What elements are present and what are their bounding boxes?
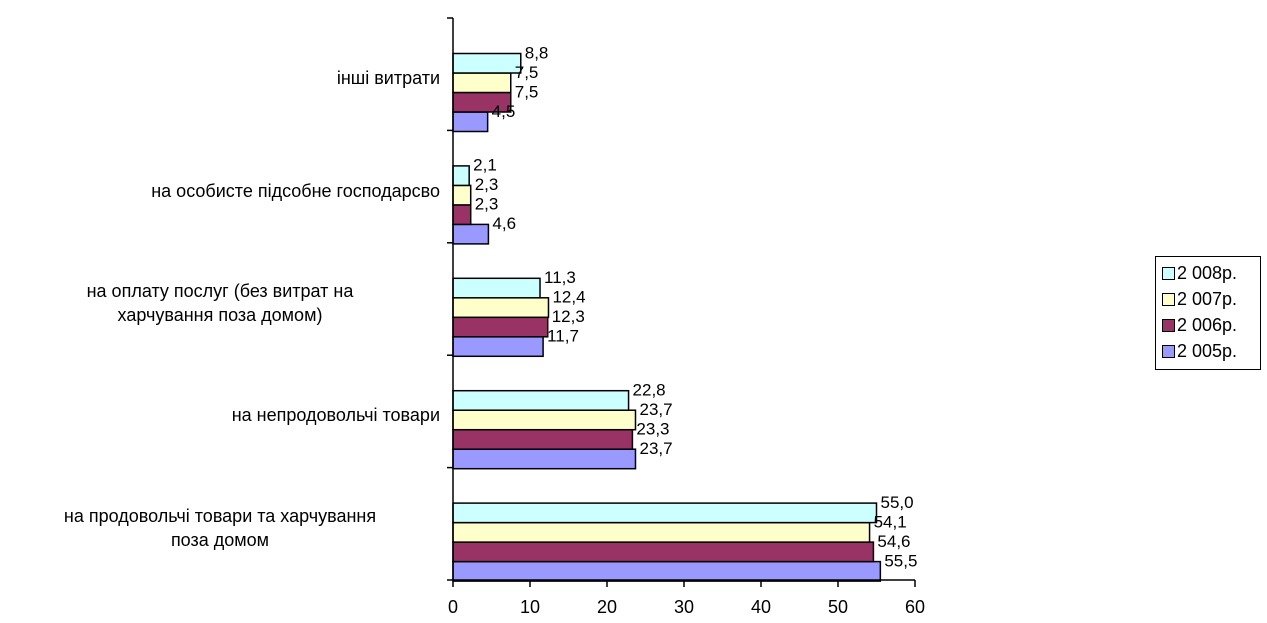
x-tick-label: 60 <box>905 597 925 617</box>
value-label: 55,0 <box>881 493 914 512</box>
x-tick-label: 40 <box>751 597 771 617</box>
bar-2 006р.-cat-3 <box>452 204 472 226</box>
bar-2 007р.-cat-2 <box>452 297 550 319</box>
legend: 2 008р. 2 007р. 2 006р. 2 005р. <box>1155 256 1261 370</box>
bar-2 008р.-cat-1 <box>452 389 630 411</box>
category-label-line: харчування поза домом) <box>117 305 323 325</box>
category-label: на оплату послуг (без витрат на харчуванн… <box>0 279 440 327</box>
bar-2 005р.-cat-3 <box>452 223 490 245</box>
legend-item: 2 007р. <box>1162 289 1237 311</box>
bar-2 006р.-cat-0 <box>452 541 875 563</box>
value-label: 4,6 <box>492 214 516 233</box>
value-label: 23,7 <box>639 439 672 458</box>
legend-label: 2 005р. <box>1177 341 1238 361</box>
category-label-line: на продовольчі товари та харчування <box>63 505 377 526</box>
category-label: на особисте підсобне господарсво <box>0 179 440 203</box>
bar-2 005р.-cat-0 <box>452 560 882 582</box>
bar-2 008р.-cat-4 <box>452 52 522 74</box>
legend-item: 2 008р. <box>1162 263 1237 285</box>
category-label-line: поза домом <box>170 529 270 550</box>
value-label: 55,5 <box>884 551 917 570</box>
value-label: 12,4 <box>552 288 585 307</box>
legend-label: 2 008р. <box>1177 263 1238 283</box>
x-tick-label: 0 <box>448 597 458 617</box>
bars-group <box>452 52 882 582</box>
axes-group: 0 10 20 30 40 50 60 <box>447 17 925 617</box>
bar-2 005р.-cat-2 <box>452 336 544 358</box>
legend-swatch <box>1162 319 1175 332</box>
bar-2 007р.-cat-0 <box>452 521 871 543</box>
category-label-line: на особисте підсобне господарсво <box>151 180 440 201</box>
category-label: на непродовольчі товари <box>0 403 440 427</box>
category-label: інші витрати <box>0 66 440 90</box>
value-label: 54,1 <box>874 512 907 531</box>
x-tick-label: 30 <box>674 597 694 617</box>
x-tick-label: 50 <box>828 597 848 617</box>
legend-swatch <box>1162 267 1175 280</box>
value-label: 12,3 <box>552 307 585 326</box>
legend-swatch <box>1162 345 1175 358</box>
x-tick-label: 20 <box>597 597 617 617</box>
legend-swatch <box>1162 293 1175 306</box>
value-label: 22,8 <box>633 380 666 399</box>
value-label: 2,1 <box>473 156 497 175</box>
bar-2 008р.-cat-2 <box>452 277 541 299</box>
category-label-line: інші витрати <box>336 68 440 89</box>
value-label: 7,5 <box>515 63 539 82</box>
value-label: 7,5 <box>515 82 539 101</box>
value-labels-group: 55,554,654,155,023,723,323,722,811,712,3… <box>473 43 917 570</box>
legend-label: 2 006р. <box>1177 315 1238 335</box>
value-label: 23,3 <box>636 419 669 438</box>
value-label: 11,7 <box>547 327 579 346</box>
bar-2 005р.-cat-4 <box>452 111 489 133</box>
value-label: 54,6 <box>877 532 910 551</box>
category-label-line: на оплату послуг (без витрат на <box>86 281 354 301</box>
bar-2 007р.-cat-4 <box>452 72 512 94</box>
bar-2 008р.-cat-3 <box>452 165 470 187</box>
legend-label: 2 007р. <box>1177 289 1238 309</box>
value-label: 11,3 <box>544 268 576 287</box>
bar-2 007р.-cat-3 <box>452 184 472 206</box>
legend-item: 2 005р. <box>1162 341 1237 363</box>
value-label: 2,3 <box>475 195 499 214</box>
legend-item: 2 006р. <box>1162 315 1237 337</box>
bar-2 008р.-cat-0 <box>452 502 878 524</box>
bar-2 005р.-cat-1 <box>452 448 637 470</box>
x-tick-label: 10 <box>520 597 540 617</box>
value-label: 2,3 <box>475 175 499 194</box>
bar-2 006р.-cat-1 <box>452 428 634 450</box>
value-label: 23,7 <box>639 400 672 419</box>
value-label: 8,8 <box>525 43 549 62</box>
category-label: на продовольчі товари та харчування поза … <box>0 504 440 552</box>
value-label: 4,5 <box>492 102 516 121</box>
bar-2 006р.-cat-2 <box>452 316 549 338</box>
category-label-line: на непродовольчі товари <box>231 405 440 426</box>
bar-2 007р.-cat-1 <box>452 409 637 431</box>
